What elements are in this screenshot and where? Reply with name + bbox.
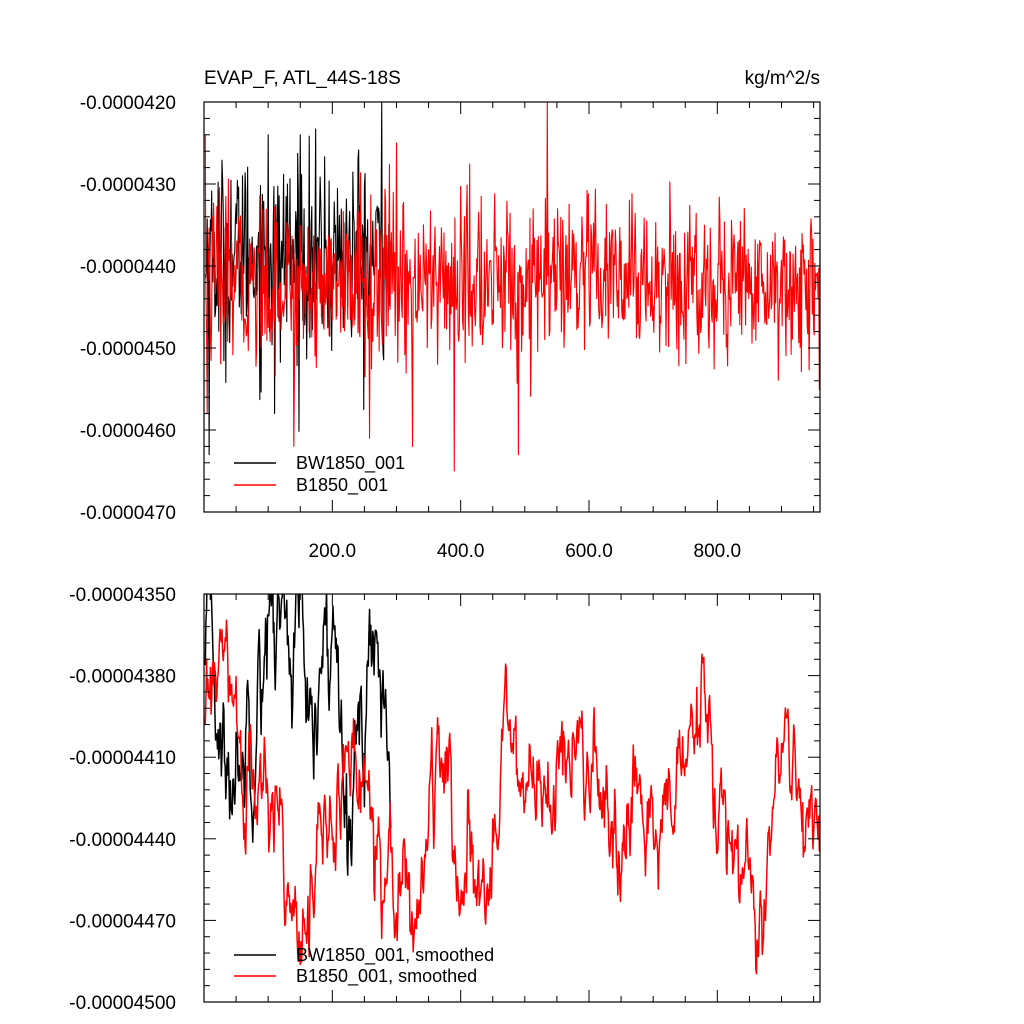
- y-tick-label: -0.00004380: [69, 667, 176, 688]
- plot-frame: [203, 101, 821, 513]
- series-line-bw1850: [204, 594, 392, 876]
- y-tick-label: -0.0000460: [80, 421, 176, 442]
- y-tick-label: -0.0000450: [80, 339, 176, 360]
- series-line-b1850: [204, 619, 820, 975]
- legend-label: BW1850_001: [296, 453, 405, 474]
- series-line-b1850: [204, 102, 820, 472]
- axis-layer: -0.0000420 -0.0000430 -0.0000440 -0.0000450…: [80, 93, 821, 562]
- y-tick-label: -0.00004410: [69, 748, 176, 769]
- x-tick-label: 400.0: [437, 541, 485, 562]
- y-tick-label: -0.00004440: [69, 830, 176, 851]
- y-tick-label: -0.00004470: [69, 911, 176, 932]
- chart-title: EVAP_F, ATL_44S-18S: [204, 68, 401, 89]
- x-tick-label: 800.0: [694, 541, 742, 562]
- y-tick-label: -0.0000440: [80, 257, 176, 278]
- plot-frame: [203, 593, 821, 1003]
- series-layer: [204, 594, 820, 975]
- y-tick-label: -0.0000430: [80, 175, 176, 196]
- series-line-bw1850: [204, 102, 392, 456]
- x-tick-label: 600.0: [565, 541, 613, 562]
- legend-label: B1850_001, smoothed: [296, 966, 477, 987]
- legend-label: B1850_001: [296, 475, 388, 496]
- legend-label: BW1850_001, smoothed: [296, 945, 494, 966]
- axis-layer: -0.00004350 -0.00004380 -0.00004410 -0.0000…: [69, 585, 821, 1014]
- y-tick-label: -0.0000470: [80, 503, 176, 524]
- panel-bottom: -0.00004350 -0.00004380 -0.00004410 -0.0000…: [69, 585, 821, 1014]
- x-tick-label: 200.0: [309, 541, 357, 562]
- units-label: kg/m^2/s: [745, 68, 820, 89]
- y-tick-label: -0.0000420: [80, 93, 176, 114]
- series-layer: [204, 102, 820, 472]
- y-tick-label: -0.00004350: [69, 585, 176, 606]
- panel-top: EVAP_F, ATL_44S-18S kg/m^2/s -0.0000420-…: [80, 68, 821, 562]
- y-tick-label: -0.00004500: [69, 993, 176, 1014]
